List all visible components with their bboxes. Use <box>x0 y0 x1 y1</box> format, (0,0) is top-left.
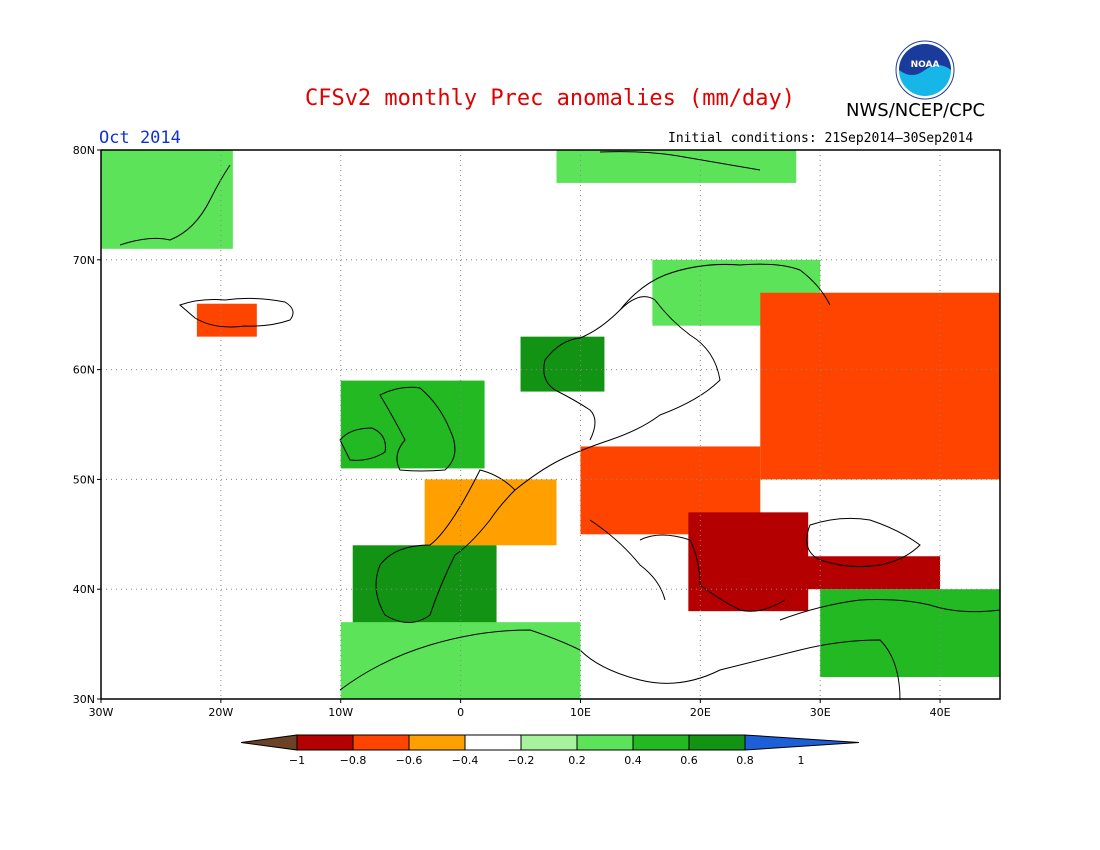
lat-tick-label: 50N <box>73 473 95 486</box>
colorbar-swatch-high <box>744 734 860 751</box>
colorbar-label: −0.6 <box>396 754 423 767</box>
initial-conditions: Initial conditions: 21Sep2014–30Sep2014 <box>668 131 974 146</box>
map-frame <box>100 149 1001 700</box>
anomaly-region-12 <box>820 589 1000 678</box>
map-title: CFSv2 monthly Prec anomalies (mm/day) <box>304 86 796 111</box>
anomaly-region-10 <box>352 545 497 634</box>
lat-tick-label: 80N <box>73 144 95 157</box>
lon-tick-label: 20W <box>208 706 233 719</box>
anomaly-region-5 <box>340 380 485 469</box>
lon-tick-label: 10W <box>328 706 353 719</box>
anomaly-region-9 <box>760 292 1000 480</box>
agency-label: NWS/NCEP/CPC <box>846 100 986 121</box>
lat-tick-label: 40N <box>73 583 95 596</box>
colorbar-label: 1 <box>798 754 805 767</box>
lon-tick-label: 20E <box>690 706 711 719</box>
forecast-period: Oct 2014 <box>99 128 181 148</box>
colorbar-swatch <box>296 734 354 751</box>
lat-tick-label: 70N <box>73 254 95 267</box>
anomaly-region-2 <box>196 303 257 337</box>
colorbar-swatch <box>520 734 578 751</box>
colorbar-swatch <box>352 734 410 751</box>
lon-tick-label: 40E <box>930 706 951 719</box>
lat-tick-label: 60N <box>73 364 95 377</box>
colorbar-label: 0.4 <box>624 754 642 767</box>
colorbar-label: 0.8 <box>736 754 754 767</box>
colorbar-swatch <box>464 734 522 751</box>
logo-text: NOAA <box>911 60 940 70</box>
colorbar-swatch <box>408 734 466 751</box>
anomaly-region-13 <box>796 556 941 590</box>
colorbar-swatch <box>688 734 746 751</box>
anomaly-region-1 <box>556 150 797 183</box>
lon-tick-label: 30E <box>810 706 831 719</box>
lon-tick-label: 10E <box>570 706 591 719</box>
anomaly-region-3 <box>520 336 605 392</box>
coastlines <box>119 151 1001 701</box>
lon-tick-label: 30W <box>89 706 114 719</box>
colorbar: −1 −0.8 −0.6 −0.4 −0.2 0.2 0.4 0.6 0.8 1 <box>240 734 860 767</box>
latitude-ticks: 80N 70N 60N 50N 40N 30N <box>73 144 101 706</box>
longitude-ticks: 30W 20W 10W 0 10E 20E 30E 40E <box>89 699 951 719</box>
anomaly-region-8 <box>688 512 809 612</box>
colorbar-swatch <box>632 734 690 751</box>
anomaly-cells <box>101 150 1000 699</box>
noaa-logo: NOAA <box>895 40 955 100</box>
colorbar-label: −0.4 <box>452 754 479 767</box>
anomaly-region-0 <box>101 150 233 249</box>
lat-tick-label: 30N <box>73 693 95 706</box>
colorbar-label: 0.2 <box>568 754 586 767</box>
colorbar-label: −0.2 <box>508 754 535 767</box>
colorbar-label: −0.8 <box>340 754 367 767</box>
colorbar-label: 0.6 <box>680 754 698 767</box>
colorbar-swatch <box>576 734 634 751</box>
colorbar-label: −1 <box>289 754 305 767</box>
lon-tick-label: 0 <box>457 706 464 719</box>
anomaly-region-6 <box>424 479 557 546</box>
colorbar-swatch-low <box>240 734 298 751</box>
